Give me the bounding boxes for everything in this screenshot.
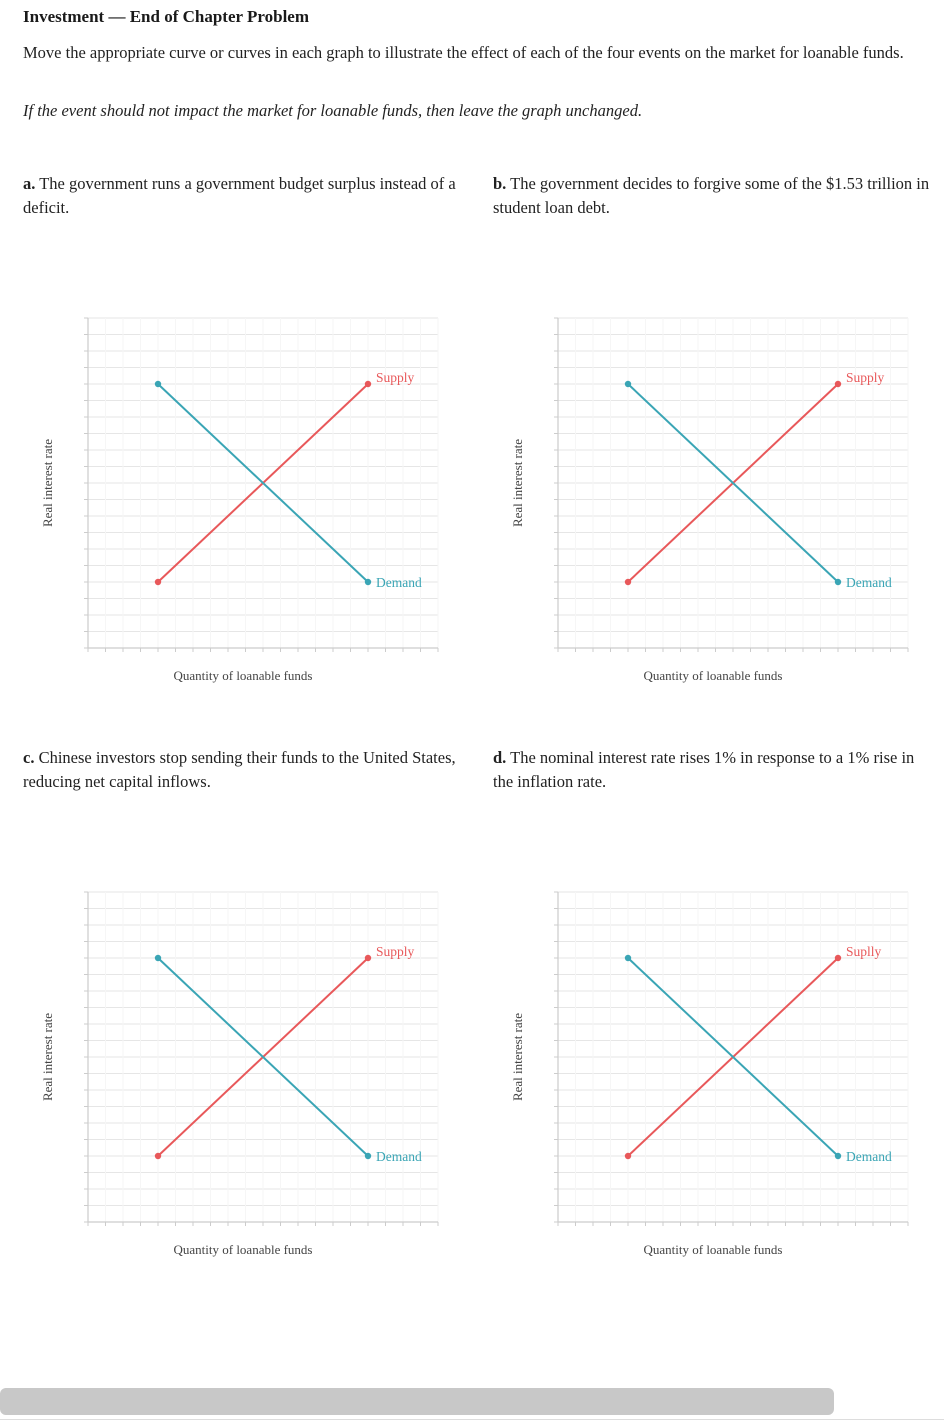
demand-point[interactable]	[624, 380, 632, 388]
supply-curve[interactable]: Supply	[154, 944, 415, 1160]
x-axis-label: Quantity of loanable funds	[174, 1242, 313, 1257]
supply-curve[interactable]: Supply	[154, 370, 415, 586]
question-a-text: The government runs a government budget …	[23, 174, 456, 217]
page-title: Investment — End of Chapter Problem	[23, 7, 310, 26]
grid	[557, 891, 909, 1223]
graph-b[interactable]: Quantity of loanable funds Real interest …	[500, 310, 910, 690]
demand-point[interactable]	[154, 954, 162, 962]
graph-d[interactable]: Quantity of loanable funds Real interest …	[500, 884, 910, 1264]
graph-c[interactable]: Quantity of loanable funds Real interest …	[30, 884, 440, 1264]
demand-point[interactable]	[834, 578, 842, 586]
supply-label: Supply	[376, 370, 415, 385]
y-axis-label: Real interest rate	[510, 1013, 525, 1101]
demand-point[interactable]	[364, 578, 372, 586]
instructions: Move the appropriate curve or curves in …	[23, 43, 904, 62]
x-axis-label: Quantity of loanable funds	[644, 1242, 783, 1257]
y-axis-label: Real interest rate	[40, 1013, 55, 1101]
demand-label: Demand	[376, 1149, 422, 1164]
y-axis-label: Real interest rate	[510, 439, 525, 527]
demand-curve[interactable]: Demand	[154, 954, 422, 1164]
supply-point[interactable]	[364, 380, 372, 388]
question-a: a. The government runs a government budg…	[23, 172, 468, 220]
graph-a[interactable]: Quantity of loanable funds Real interest …	[30, 310, 440, 690]
question-a-letter: a.	[23, 174, 36, 193]
demand-label: Demand	[376, 575, 422, 590]
supply-point[interactable]	[154, 578, 162, 586]
demand-point[interactable]	[154, 380, 162, 388]
demand-point[interactable]	[834, 1152, 842, 1160]
question-b: b. The government decides to forgive som…	[493, 172, 938, 220]
supply-curve[interactable]: Supply	[624, 370, 885, 586]
graph-a-svg: Quantity of loanable funds Real interest …	[40, 317, 439, 683]
supply-label: Supply	[376, 944, 415, 959]
demand-point[interactable]	[364, 1152, 372, 1160]
question-b-letter: b.	[493, 174, 507, 193]
x-axis-label: Quantity of loanable funds	[644, 668, 783, 683]
horizontal-scrollbar[interactable]	[0, 1388, 834, 1415]
instructions-italic: If the event should not impact the marke…	[23, 101, 643, 120]
demand-label: Demand	[846, 1149, 892, 1164]
y-axis-label: Real interest rate	[40, 439, 55, 527]
demand-curve[interactable]: Demand	[154, 380, 422, 590]
supply-point[interactable]	[834, 380, 842, 388]
supply-point[interactable]	[834, 954, 842, 962]
demand-curve[interactable]: Demand	[624, 380, 892, 590]
demand-point[interactable]	[624, 954, 632, 962]
x-axis-label: Quantity of loanable funds	[174, 668, 313, 683]
question-b-text: The government decides to forgive some o…	[493, 174, 930, 217]
supply-label: Suplly	[846, 944, 882, 959]
demand-line	[157, 957, 369, 1157]
demand-label: Demand	[846, 575, 892, 590]
question-d: d. The nominal interest rate rises 1% in…	[493, 746, 938, 794]
bottom-divider	[0, 1419, 944, 1420]
demand-line	[627, 957, 839, 1157]
supply-point[interactable]	[624, 578, 632, 586]
supply-point[interactable]	[154, 1152, 162, 1160]
supply-label: Supply	[846, 370, 885, 385]
question-c: c. Chinese investors stop sending their …	[23, 746, 468, 794]
graph-c-svg: Quantity of loanable funds Real interest …	[40, 891, 439, 1257]
grid	[87, 317, 439, 649]
question-d-letter: d.	[493, 748, 507, 767]
demand-curve[interactable]: Demand	[624, 954, 892, 1164]
demand-line	[157, 383, 369, 583]
question-c-text: Chinese investors stop sending their fun…	[23, 748, 456, 791]
question-c-letter: c.	[23, 748, 35, 767]
graph-b-svg: Quantity of loanable funds Real interest …	[510, 317, 909, 683]
supply-point[interactable]	[364, 954, 372, 962]
question-d-text: The nominal interest rate rises 1% in re…	[493, 748, 915, 791]
demand-line	[627, 383, 839, 583]
supply-point[interactable]	[624, 1152, 632, 1160]
graph-d-svg: Quantity of loanable funds Real interest …	[510, 891, 909, 1257]
